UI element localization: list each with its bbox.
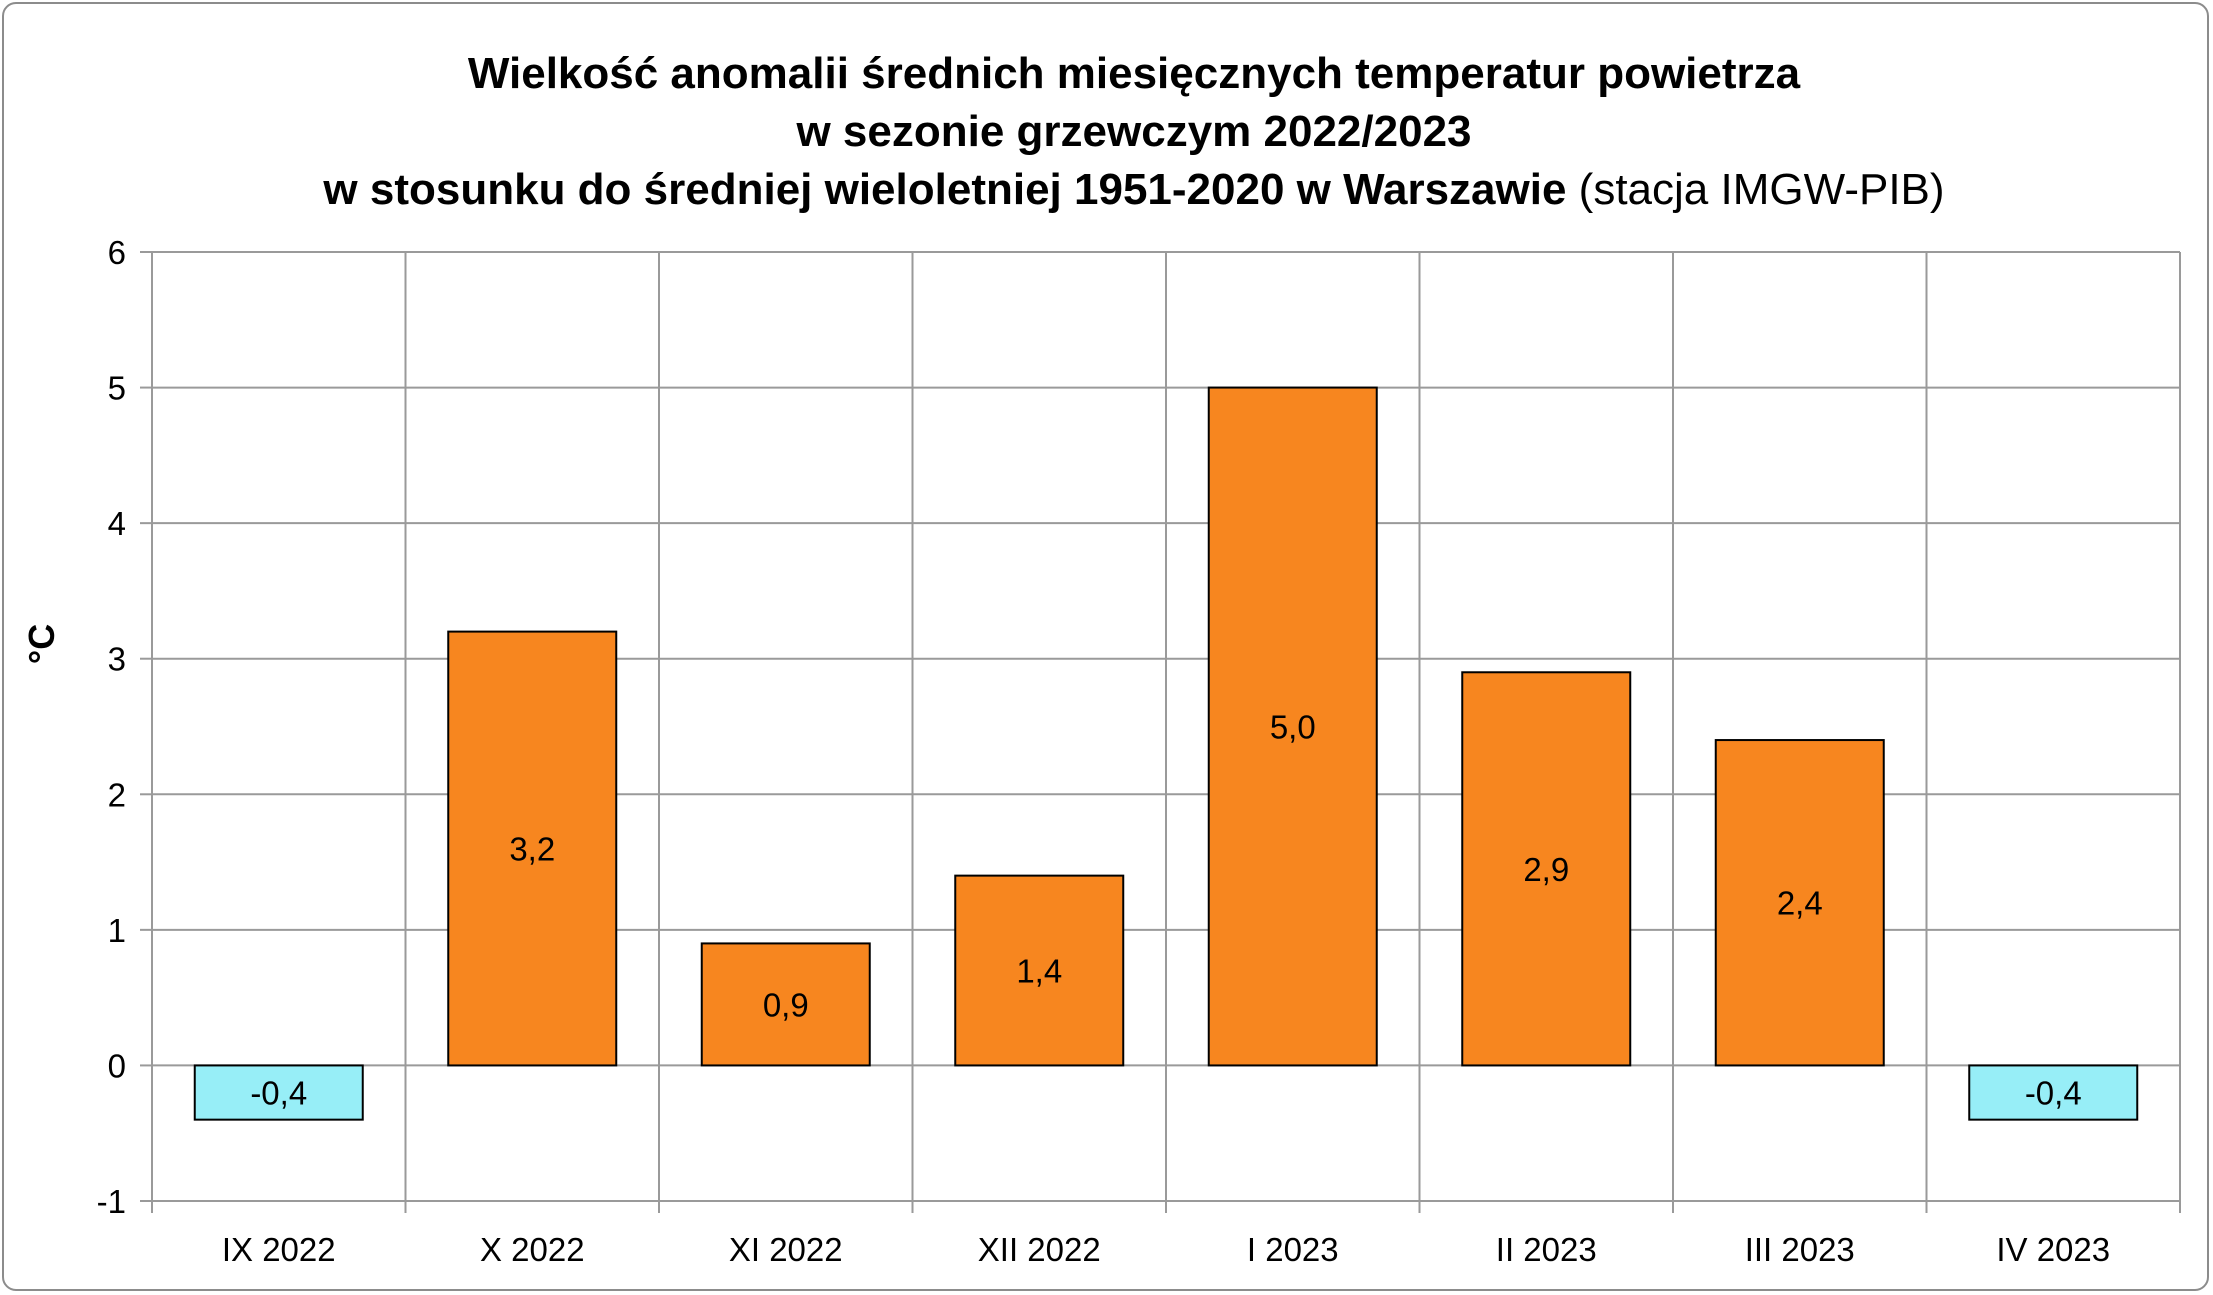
y-tick-label: 2 xyxy=(108,776,126,813)
y-tick-label: 4 xyxy=(108,505,126,542)
y-tick-label: -1 xyxy=(97,1183,126,1220)
bar-value-label: 5,0 xyxy=(1270,709,1316,746)
chart-title-line-3-normal: (stacja IMGW-PIB) xyxy=(1566,165,1944,214)
bar-value-label: -0,4 xyxy=(2025,1075,2082,1112)
bar-value-label: 2,4 xyxy=(1777,885,1823,922)
bar-1 xyxy=(447,630,618,1067)
bar-2 xyxy=(700,942,871,1067)
bar-value-label: 1,4 xyxy=(1016,953,1062,990)
x-category-label: XI 2022 xyxy=(729,1231,843,1268)
bar-value-label: 2,9 xyxy=(1523,851,1569,888)
chart-title-line-1: Wielkość anomalii średnich miesięcznych … xyxy=(468,49,1801,98)
bar-5 xyxy=(1461,671,1632,1067)
y-tick-label: 3 xyxy=(108,641,126,678)
y-axis-title: °C xyxy=(21,624,62,664)
bar-0 xyxy=(193,1064,364,1121)
x-category-label: XII 2022 xyxy=(978,1231,1101,1268)
chart-title-line-3: w stosunku do średniej wieloletniej 1951… xyxy=(322,165,1944,214)
x-category-label: III 2023 xyxy=(1745,1231,1855,1268)
bar-3 xyxy=(954,874,1125,1067)
x-category-label: X 2022 xyxy=(480,1231,585,1268)
x-category-label: I 2023 xyxy=(1247,1231,1339,1268)
bars: -0,4 3,2 0,9 1,4 5,0 2,9 2,4 -0,4 xyxy=(193,386,2139,1121)
x-category-label: IX 2022 xyxy=(222,1231,336,1268)
x-category-label: II 2023 xyxy=(1496,1231,1597,1268)
y-tick-label: 0 xyxy=(108,1047,126,1084)
bar-6 xyxy=(1714,739,1885,1067)
chart-title-line-3-bold: w stosunku do średniej wieloletniej 1951… xyxy=(322,165,1566,214)
bar-4 xyxy=(1207,386,1378,1067)
bar-value-label: -0,4 xyxy=(250,1075,307,1112)
chart-title-line-2: w sezonie grzewczym 2022/2023 xyxy=(795,107,1471,156)
y-tick-label: 1 xyxy=(108,912,126,949)
bar-value-label: 0,9 xyxy=(763,986,809,1023)
y-tick-label: 5 xyxy=(108,370,126,407)
x-category-label: IV 2023 xyxy=(1996,1231,2110,1268)
bar-value-label: 3,2 xyxy=(509,831,555,868)
bar-7 xyxy=(1968,1064,2139,1121)
y-tick-label: 6 xyxy=(108,234,126,271)
axes: -1 0 1 2 3 4 5 6 IX 2022 X 2022 XI 2022 XII 2022 I 2… xyxy=(97,234,2181,1268)
